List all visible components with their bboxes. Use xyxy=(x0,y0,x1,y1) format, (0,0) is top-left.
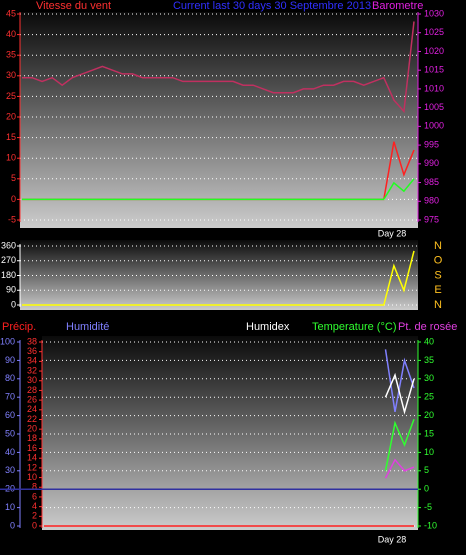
y-tick-label: 22 xyxy=(27,414,37,424)
y-tick-label: 10 xyxy=(5,502,15,512)
series-line xyxy=(384,458,415,479)
y-tick-label: 90 xyxy=(5,355,15,365)
annotation: Day 28 xyxy=(378,534,407,544)
direction-label: O xyxy=(434,255,443,267)
y-tick-label: 80 xyxy=(5,373,15,383)
y-tick-label: 1005 xyxy=(424,102,444,112)
y-tick-label: 20 xyxy=(27,424,37,434)
y-tick-label: 1030 xyxy=(424,8,444,18)
y-tick-label: 20 xyxy=(6,111,16,121)
direction-label: E xyxy=(434,284,441,296)
y-tick-label: 14 xyxy=(27,453,37,463)
y-tick-label: 28 xyxy=(27,385,37,395)
series-line xyxy=(22,178,415,201)
y-tick-label: 1020 xyxy=(424,46,444,56)
y-tick-label: 15 xyxy=(424,428,434,438)
y-tick-label: 990 xyxy=(424,158,439,168)
y-tick-label: 30 xyxy=(424,373,434,383)
y-tick-label: 70 xyxy=(5,392,15,402)
y-tick-label: 985 xyxy=(424,177,439,187)
y-tick-label: -10 xyxy=(424,520,437,530)
y-tick-label: 25 xyxy=(424,392,434,402)
y-tick-label: 980 xyxy=(424,196,439,206)
annotation: Day 28 xyxy=(378,228,407,238)
legend-label: Humidité xyxy=(66,321,109,333)
y2-axis-label: Barometre xyxy=(372,0,423,12)
y-tick-label: 12 xyxy=(27,462,37,472)
legend-label: Humidex xyxy=(246,321,290,333)
y-tick-label: 40 xyxy=(6,29,16,39)
y-tick-label: 38 xyxy=(27,336,37,346)
y-tick-label: 0 xyxy=(32,520,37,530)
y-tick-label: 360 xyxy=(1,240,16,250)
y-tick-label: 975 xyxy=(424,214,439,224)
y-tick-label: 10 xyxy=(6,153,16,163)
y-tick-label: 270 xyxy=(1,255,16,265)
y-tick-label: 30 xyxy=(27,375,37,385)
y-tick-label: 4 xyxy=(32,501,37,511)
y-tick-label: 995 xyxy=(424,139,439,149)
y-tick-label: 0 xyxy=(11,299,16,309)
plot-background xyxy=(20,12,418,228)
y-tick-label: 100 xyxy=(0,336,15,346)
y-axis-label: Vitesse du vent xyxy=(36,0,111,12)
y-tick-label: 35 xyxy=(424,355,434,365)
direction-label: N xyxy=(434,299,442,311)
y-tick-label: 1015 xyxy=(424,65,444,75)
series-line xyxy=(384,372,415,415)
y-tick-label: 0 xyxy=(11,194,16,204)
y-tick-label: 0 xyxy=(424,484,429,494)
series-line xyxy=(384,419,415,471)
y-tick-label: 40 xyxy=(5,447,15,457)
y-tick-label: 90 xyxy=(6,285,16,295)
y-tick-label: 36 xyxy=(27,346,37,356)
y-tick-label: 16 xyxy=(27,443,37,453)
y-tick-label: 180 xyxy=(1,270,16,280)
y-tick-label: 35 xyxy=(6,50,16,60)
y-tick-label: 1025 xyxy=(424,27,444,37)
y-tick-label: 15 xyxy=(6,132,16,142)
y-tick-label: 20 xyxy=(424,410,434,420)
y-tick-label: 26 xyxy=(27,394,37,404)
y-tick-label: -5 xyxy=(8,214,16,224)
y-tick-label: 50 xyxy=(5,428,15,438)
y-tick-label: 25 xyxy=(6,91,16,101)
y-tick-label: 32 xyxy=(27,365,37,375)
series-line xyxy=(22,21,415,114)
chart-title: Current last 30 days 30 Septembre 2013 xyxy=(173,0,371,12)
plot-background xyxy=(42,336,418,530)
y-tick-label: 60 xyxy=(5,410,15,420)
y-tick-label: 5 xyxy=(424,465,429,475)
series-line xyxy=(22,250,415,306)
series-line xyxy=(384,349,415,413)
y-tick-label: -5 xyxy=(424,502,432,512)
legend-label: Précip. xyxy=(2,321,36,333)
y-tick-label: 45 xyxy=(6,8,16,18)
legend-label: Temperature (°C) xyxy=(312,321,396,333)
y-tick-label: 0 xyxy=(10,520,15,530)
y-tick-label: 6 xyxy=(32,491,37,501)
direction-label: S xyxy=(434,269,441,281)
y-tick-label: 10 xyxy=(27,472,37,482)
y-tick-label: 40 xyxy=(424,336,434,346)
y-tick-label: 18 xyxy=(27,433,37,443)
plot-background xyxy=(20,240,418,310)
y-tick-label: 2 xyxy=(32,511,37,521)
y-tick-label: 34 xyxy=(27,356,37,366)
y-tick-label: 10 xyxy=(424,447,434,457)
y-tick-label: 8 xyxy=(32,482,37,492)
y-tick-label: 1000 xyxy=(424,121,444,131)
y-tick-label: 30 xyxy=(6,70,16,80)
direction-label: N xyxy=(434,240,442,252)
legend-label: Pt. de rosée xyxy=(398,321,457,333)
y-tick-label: 30 xyxy=(5,465,15,475)
y-tick-label: 5 xyxy=(11,173,16,183)
y-tick-label: 1010 xyxy=(424,83,444,93)
y-tick-label: 24 xyxy=(27,404,37,414)
